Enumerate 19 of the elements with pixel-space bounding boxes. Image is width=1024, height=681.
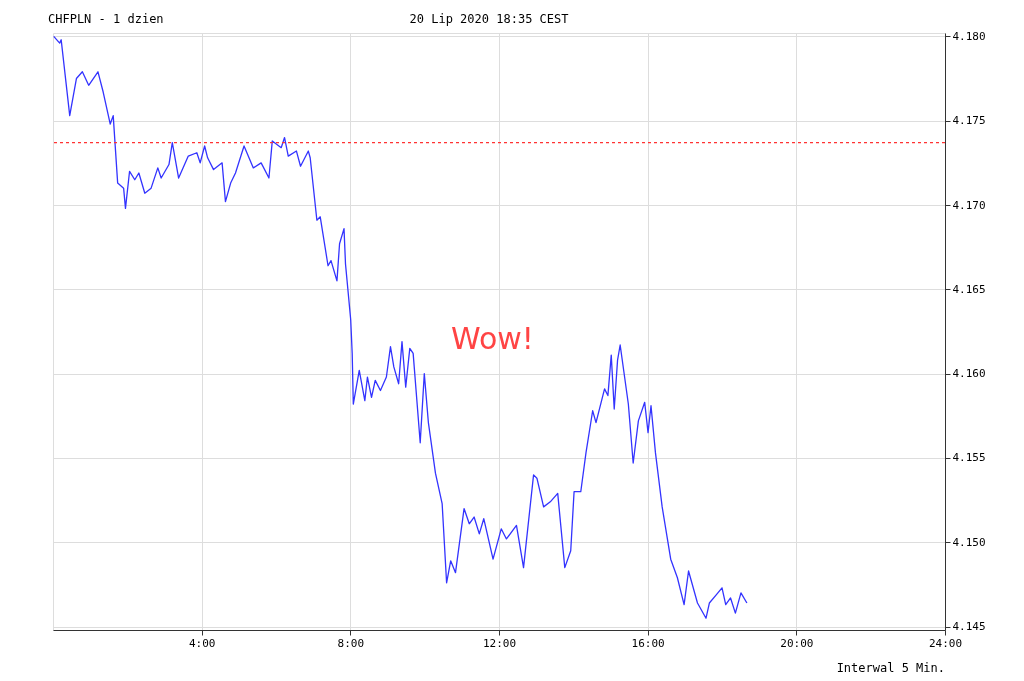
annotation: Wow! bbox=[451, 321, 534, 356]
y-tick-label: 4.150 bbox=[952, 535, 986, 549]
y-tick-label: 4.145 bbox=[952, 620, 986, 634]
y-tick-label: 4.180 bbox=[952, 29, 986, 43]
text: Interwal 5 Min. bbox=[836, 661, 945, 675]
y-tick-label: 4.165 bbox=[952, 282, 986, 296]
x-tick-label: 8:00 bbox=[337, 636, 365, 650]
y-tick-label: 4.170 bbox=[952, 198, 986, 212]
line-series bbox=[53, 35, 748, 619]
x-tick-label: 24:00 bbox=[928, 636, 963, 650]
chart-subtitle: 20 Lip 2020 18:35 CEST bbox=[409, 12, 569, 26]
x-tick-label: 12:00 bbox=[482, 636, 517, 650]
y-tick-label: 4.175 bbox=[952, 114, 986, 128]
y-tick-label: 4.160 bbox=[952, 367, 986, 381]
chart-title: CHFPLN - 1 dzien bbox=[48, 12, 164, 26]
y-tick-label: 4.155 bbox=[952, 451, 986, 465]
x-tick-label: 20:00 bbox=[780, 636, 814, 650]
x-tick-label: 16:00 bbox=[631, 636, 665, 650]
x-tick-label: 4:00 bbox=[188, 636, 216, 650]
